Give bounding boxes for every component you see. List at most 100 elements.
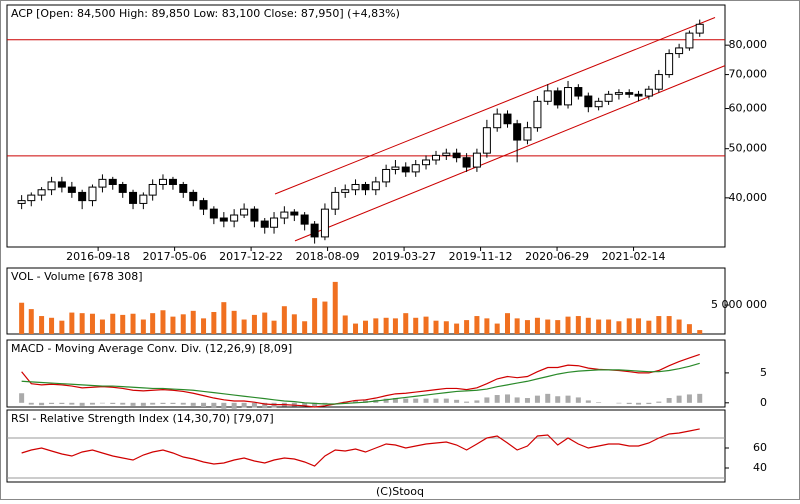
volume-bar <box>524 320 530 334</box>
volume-bar <box>505 313 511 334</box>
candle-body <box>594 100 603 108</box>
volume-bar <box>28 309 34 334</box>
volume-bar <box>585 317 591 334</box>
histogram-bar <box>190 402 196 406</box>
x-tick-label: 2019-11-12 <box>449 250 513 263</box>
histogram-bar <box>383 398 389 403</box>
histogram-bar <box>413 398 419 403</box>
histogram-bar <box>170 402 176 405</box>
volume-bar <box>190 310 196 334</box>
histogram-bar <box>353 400 359 403</box>
candle-body <box>67 186 76 193</box>
candle-body <box>88 186 97 202</box>
histogram-bar <box>59 402 65 405</box>
candle-body <box>98 178 107 188</box>
macd-line <box>21 362 700 405</box>
histogram-bar <box>312 402 318 407</box>
histogram-bar <box>221 402 227 409</box>
y-tick-label: 60 <box>753 441 767 454</box>
volume-bar <box>89 313 95 334</box>
candle-body <box>341 189 350 193</box>
histogram-bar <box>616 402 622 404</box>
candle-body <box>300 214 309 225</box>
histogram-bar <box>423 398 429 403</box>
x-tick-label: 2017-05-06 <box>143 250 207 263</box>
candle-body <box>290 211 299 216</box>
volume-bar <box>69 312 75 334</box>
histogram-bar <box>19 393 25 403</box>
candle-body <box>47 181 56 191</box>
candle-body <box>17 200 26 204</box>
candle-body <box>139 194 148 204</box>
volume-bar <box>565 316 571 334</box>
volume-bar <box>494 323 500 334</box>
volume-bar <box>616 321 622 334</box>
volume-bar <box>150 313 156 334</box>
volume-bar <box>626 318 632 334</box>
x-tick-label: 2016-09-18 <box>66 250 130 263</box>
candle-body <box>179 183 188 193</box>
candle-body <box>391 166 400 170</box>
histogram-bar <box>555 396 561 403</box>
volume-bar <box>646 320 652 334</box>
volume-bar <box>363 320 369 334</box>
histogram-bar <box>160 402 166 405</box>
histogram-bar <box>150 402 156 405</box>
volume-bar <box>464 320 470 334</box>
candle-body <box>685 32 694 49</box>
histogram-bar <box>99 402 105 404</box>
histogram-bar <box>49 402 55 405</box>
histogram-bar <box>454 399 460 403</box>
volume-bar <box>342 315 348 334</box>
candle-body <box>371 181 380 191</box>
histogram-bar <box>514 397 520 403</box>
volume-bar <box>99 319 105 334</box>
y-tick-label: 60,000 <box>729 102 768 115</box>
panel <box>6 409 726 483</box>
candle-body <box>493 113 502 129</box>
volume-bar <box>392 318 398 334</box>
x-tick-label: 2021-02-14 <box>602 250 666 263</box>
histogram-bar <box>676 395 682 403</box>
volume-bar <box>39 316 45 334</box>
volume-bar <box>322 301 328 334</box>
candle-body <box>148 183 157 196</box>
volume-bar <box>201 318 207 334</box>
histogram-bar <box>433 398 439 403</box>
candle-body <box>331 191 340 210</box>
histogram-bar <box>89 402 95 405</box>
histogram-bar <box>585 400 591 403</box>
panel-title: MACD - Moving Average Conv. Div. (12,26,… <box>11 342 292 355</box>
histogram-bar <box>656 401 662 403</box>
histogram-bar <box>534 395 540 403</box>
candle-body <box>37 189 46 196</box>
volume-bar <box>170 316 176 334</box>
histogram-bar <box>666 398 672 403</box>
volume-bar <box>140 319 146 334</box>
volume-bar <box>130 313 136 334</box>
candle-body <box>27 194 36 202</box>
volume-bar <box>484 318 490 334</box>
volume-bar <box>433 320 439 334</box>
candle-body <box>382 168 391 183</box>
y-tick-label: 5 <box>760 366 767 379</box>
y-tick-label: 50,000 <box>729 142 768 155</box>
candle-body <box>432 154 441 161</box>
histogram-bar <box>646 402 652 405</box>
volume-bar <box>373 318 379 334</box>
candle-body <box>523 127 532 141</box>
volume-bar <box>332 281 338 334</box>
histogram-bar <box>120 402 126 405</box>
histogram-bar <box>494 395 500 403</box>
macd-line <box>21 353 700 408</box>
histogram-bar <box>241 402 247 408</box>
histogram-bar <box>180 402 186 405</box>
candle-body <box>513 123 522 141</box>
candle-body <box>219 217 228 222</box>
candle-body <box>158 178 167 185</box>
candle-body <box>644 88 653 97</box>
volume-bar <box>271 320 277 334</box>
candle-body <box>401 166 410 173</box>
volume-bar <box>575 316 581 334</box>
candle-body <box>503 113 512 125</box>
